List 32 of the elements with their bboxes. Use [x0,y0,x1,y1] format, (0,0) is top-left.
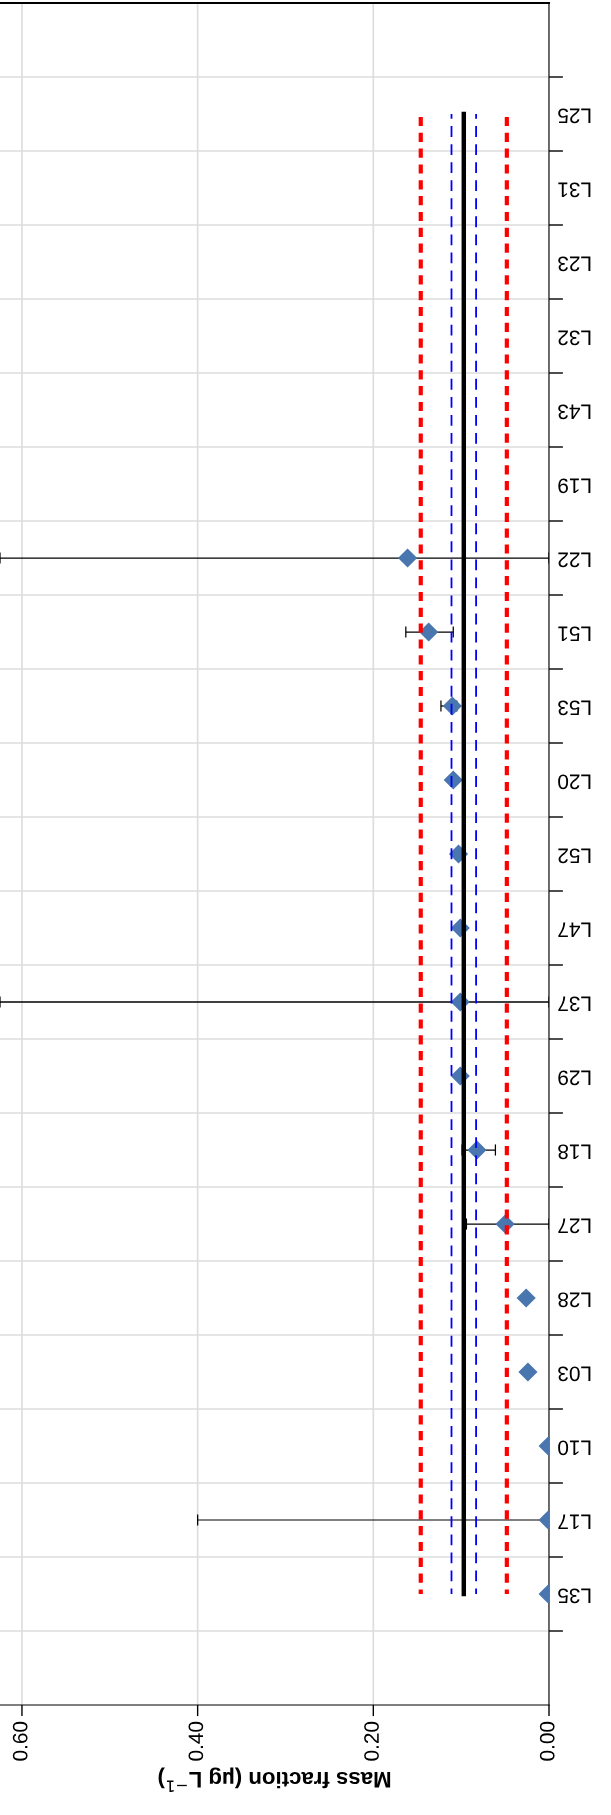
y-tick-label: L52 [558,848,591,864]
x-tick-label: 0.40 [188,1721,204,1761]
y-tick-label: L27 [558,1218,591,1234]
point [516,1288,536,1308]
y-tick-label: L25 [558,108,591,124]
y-tick-label: L43 [558,404,591,420]
y-tick-label: L03 [558,1366,591,1382]
y-tick-label: L18 [558,1144,591,1160]
y-tick-label: L28 [558,1292,591,1308]
y-tick-label: L22 [558,552,591,568]
y-tick-label: L31 [558,182,591,198]
point [419,622,439,642]
y-tick-label: L32 [558,330,591,346]
y-tick-label: L19 [558,478,591,494]
x-tick-label: 0.00 [539,1721,555,1761]
y-tick-label: L10 [558,1440,591,1456]
y-tick-label: L23 [558,256,591,272]
y-tick-label: L51 [558,626,591,641]
x-axis-title: Mass fraction (µg L$^{−1}$) [158,1767,391,1792]
y-tick-label: L47 [558,922,591,937]
y-tick-label: L29 [558,1070,591,1086]
x-tick-label: 0.60 [12,1721,28,1761]
y-tick-label: L17 [558,1514,591,1529]
x-tick-label: 0.20 [364,1721,379,1761]
y-tick-label: L35 [558,1588,591,1604]
y-tick-label: L37 [558,996,591,1012]
y-tick-label: L53 [558,700,591,716]
point [442,696,462,716]
point [443,770,463,790]
point [398,548,418,568]
point [518,1362,538,1382]
y-tick-label: L20 [558,774,591,790]
